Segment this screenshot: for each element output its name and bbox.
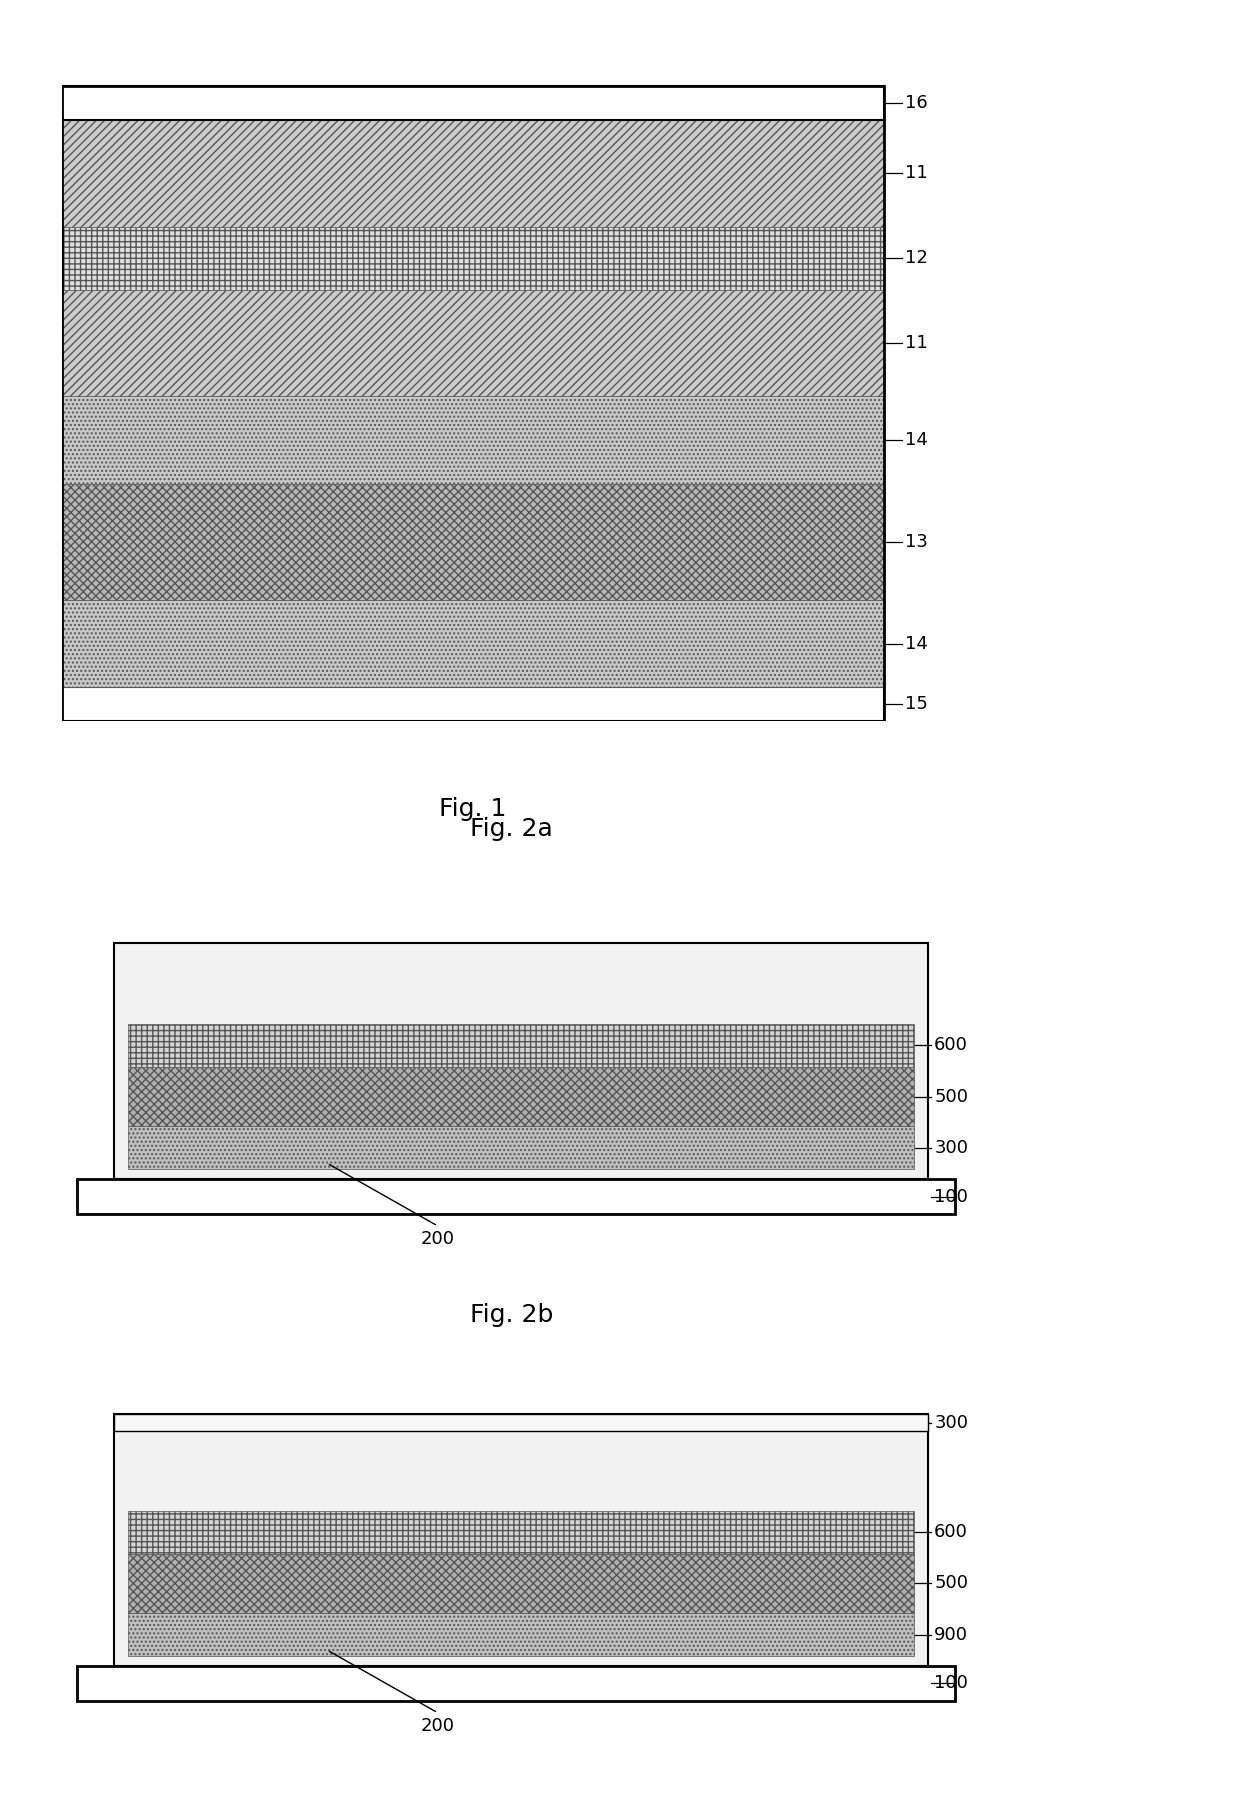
Text: Fig. 1: Fig. 1: [439, 797, 507, 822]
Text: 16: 16: [905, 94, 929, 112]
Text: Fig. 2a: Fig. 2a: [470, 817, 553, 840]
Text: 500: 500: [934, 1574, 968, 1592]
Bar: [128, 1127, 914, 1170]
Text: 12: 12: [905, 249, 929, 267]
Text: 14: 14: [905, 431, 929, 449]
Bar: [128, 1067, 914, 1127]
Text: Fig. 2b: Fig. 2b: [470, 1304, 553, 1327]
Text: 200: 200: [420, 1230, 455, 1248]
Bar: [114, 1414, 928, 1666]
Bar: [128, 1511, 914, 1554]
Text: 900: 900: [934, 1626, 968, 1644]
Text: 100: 100: [934, 1675, 968, 1693]
Text: 15: 15: [905, 696, 929, 714]
Bar: [62, 600, 884, 687]
Bar: [128, 1614, 914, 1657]
Bar: [62, 397, 884, 483]
Text: 300: 300: [934, 1414, 968, 1432]
Text: 11: 11: [905, 164, 929, 182]
Text: 14: 14: [905, 635, 929, 653]
Text: 11: 11: [905, 334, 929, 352]
Text: 600: 600: [934, 1037, 968, 1055]
Bar: [77, 1179, 956, 1213]
Bar: [62, 87, 884, 721]
Text: 200: 200: [420, 1716, 455, 1734]
Text: 13: 13: [905, 532, 929, 550]
Bar: [62, 483, 884, 600]
Text: 600: 600: [934, 1524, 968, 1542]
Text: 100: 100: [934, 1188, 968, 1206]
Bar: [62, 87, 884, 119]
Text: 500: 500: [934, 1087, 968, 1105]
Bar: [128, 1024, 914, 1067]
Bar: [62, 687, 884, 721]
Bar: [128, 1554, 914, 1614]
Bar: [114, 943, 928, 1179]
Text: 300: 300: [934, 1139, 968, 1158]
Bar: [77, 1666, 956, 1700]
Bar: [62, 290, 884, 397]
Bar: [114, 1414, 928, 1432]
Bar: [62, 227, 884, 290]
Bar: [62, 119, 884, 227]
